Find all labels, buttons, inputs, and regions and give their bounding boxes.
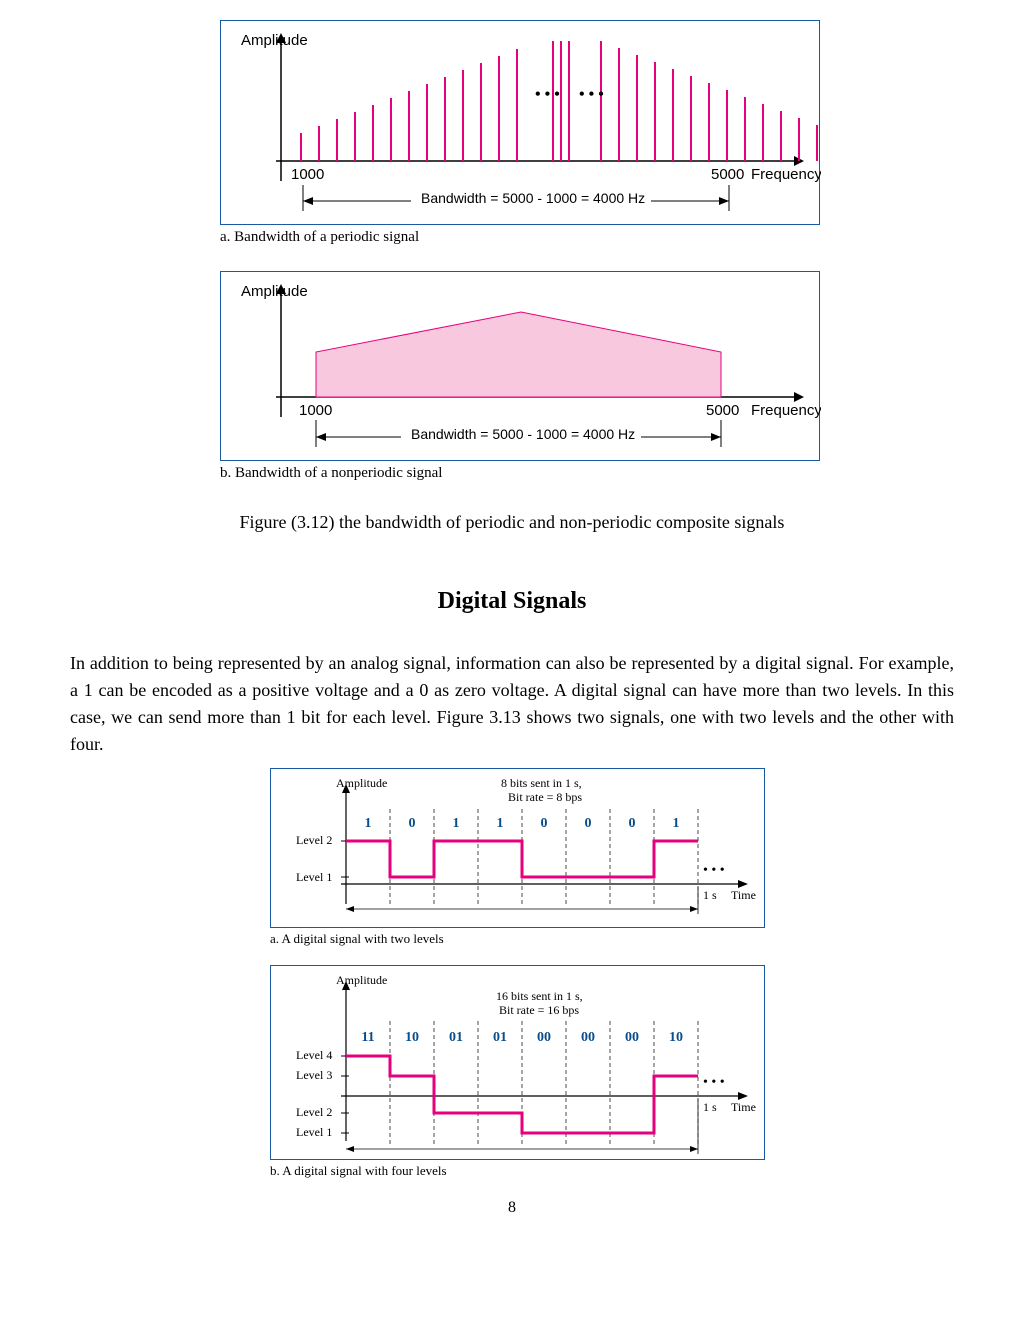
dots-left: • • • (535, 86, 560, 103)
dig-a-wave (346, 841, 698, 877)
svg-text:01: 01 (493, 1030, 507, 1045)
dim-arrow-l (303, 197, 313, 205)
svg-text:11: 11 (361, 1030, 374, 1045)
fig-b-svg: Amplitude Frequency 1000 5000 Bandwidth … (221, 272, 821, 462)
svg-text:10: 10 (669, 1030, 683, 1045)
svg-text:00: 00 (537, 1030, 551, 1045)
dig-b-lvl4: Level 4 (296, 1048, 332, 1062)
dimb-ar (711, 433, 721, 441)
dimb-al (316, 433, 326, 441)
dig-a-svg: Amplitude 8 bits sent in 1 s, Bit rate =… (271, 769, 766, 929)
page: Amplitude Frequency • • • • • • 1000 500… (0, 0, 1024, 1247)
svg-text:00: 00 (625, 1030, 639, 1045)
svg-text:0: 0 (409, 816, 416, 831)
da-1s-al (346, 906, 354, 912)
fig-a-caption: a. Bandwidth of a periodic signal (220, 229, 820, 246)
dig-b-lvl1: Level 1 (296, 1125, 332, 1139)
dig-a-1s: 1 s (703, 888, 717, 902)
fig-b-tick-left: 1000 (299, 402, 332, 419)
dig-a-container: Amplitude 8 bits sent in 1 s, Bit rate =… (270, 768, 765, 947)
svg-text:01: 01 (449, 1030, 463, 1045)
fig-a-tick-right: 5000 (711, 166, 744, 183)
fig-b-container: Amplitude Frequency 1000 5000 Bandwidth … (220, 271, 820, 482)
paragraph: In addition to being represented by an a… (70, 650, 954, 758)
dig-b-t1: 16 bits sent in 1 s, (496, 989, 583, 1003)
dig-a-ylabel: Amplitude (336, 776, 387, 790)
dig-a-dots: • • • (703, 863, 725, 878)
fig-b-box: Amplitude Frequency 1000 5000 Bandwidth … (220, 271, 820, 461)
dig-b-t2: Bit rate = 16 bps (499, 1003, 579, 1017)
svg-text:10: 10 (405, 1030, 419, 1045)
fig-b-caption: b. Bandwidth of a nonperiodic signal (220, 465, 820, 482)
svg-text:1: 1 (453, 816, 460, 831)
dig-a-lvl1: Level 1 (296, 870, 332, 884)
fig-b-tick-right: 5000 (706, 402, 739, 419)
dig-b-box: Amplitude 16 bits sent in 1 s, Bit rate … (270, 965, 765, 1160)
svg-text:0: 0 (541, 816, 548, 831)
fig-b-xlabel: Frequency (751, 402, 821, 419)
dig-b-ylabel: Amplitude (336, 973, 387, 987)
fig-a-bw-text: Bandwidth = 5000 - 1000 = 4000 Hz (421, 190, 645, 206)
fig-a-xlabel: Frequency (751, 166, 821, 183)
svg-text:00: 00 (581, 1030, 595, 1045)
db-xa (738, 1092, 748, 1100)
fig-a-box: Amplitude Frequency • • • • • • 1000 500… (220, 20, 820, 225)
fig-a-ylabel: Amplitude (241, 32, 308, 49)
figure-312-caption: Figure (3.12) the bandwidth of periodic … (70, 512, 954, 533)
dig-a-lvl2: Level 2 (296, 833, 332, 847)
fig-a-svg: Amplitude Frequency • • • • • • 1000 500… (221, 21, 821, 226)
section-title: Digital Signals (70, 588, 954, 615)
dig-b-svg: Amplitude 16 bits sent in 1 s, Bit rate … (271, 966, 766, 1161)
dig-a-box: Amplitude 8 bits sent in 1 s, Bit rate =… (270, 768, 765, 928)
da-1s-ar (690, 906, 698, 912)
svg-text:0: 0 (629, 816, 636, 831)
dig-b-1s: 1 s (703, 1100, 717, 1114)
svg-text:0: 0 (585, 816, 592, 831)
svg-text:1: 1 (365, 816, 372, 831)
page-number: 8 (70, 1199, 954, 1217)
dig-b-caption: b. A digital signal with four levels (270, 1163, 765, 1179)
fig-a-tick-left: 1000 (291, 166, 324, 183)
dig-b-dots: • • • (703, 1075, 725, 1090)
fig-b-ylabel: Amplitude (241, 283, 308, 300)
dig-a-caption: a. A digital signal with two levels (270, 931, 765, 947)
da-xa (738, 880, 748, 888)
dig-a-xlabel: Time (731, 888, 756, 902)
db-1s-al (346, 1146, 354, 1152)
db-1s-ar (690, 1146, 698, 1152)
dig-b-lvl2: Level 2 (296, 1105, 332, 1119)
xb-arrow (794, 392, 804, 402)
dig-b-container: Amplitude 16 bits sent in 1 s, Bit rate … (270, 965, 765, 1179)
svg-text:1: 1 (497, 816, 504, 831)
dim-arrow-r (719, 197, 729, 205)
dig-b-xlabel: Time (731, 1100, 756, 1114)
dots-right: • • • (579, 86, 604, 103)
dig-b-lvl3: Level 3 (296, 1068, 332, 1082)
fig-b-bw-text: Bandwidth = 5000 - 1000 = 4000 Hz (411, 426, 635, 442)
svg-text:1: 1 (673, 816, 680, 831)
dig-a-t1: 8 bits sent in 1 s, (501, 776, 582, 790)
fig-b-envelope (316, 312, 721, 397)
fig-a-container: Amplitude Frequency • • • • • • 1000 500… (220, 20, 820, 246)
dig-a-t2: Bit rate = 8 bps (508, 790, 582, 804)
